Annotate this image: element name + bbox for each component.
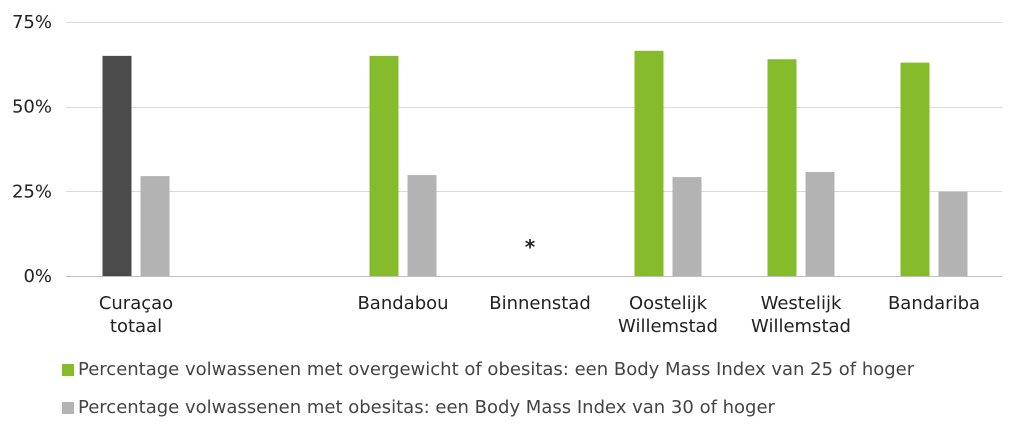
annotations: * [525,235,536,259]
legend-swatch-series-1 [62,363,74,376]
bar-series-2 [672,177,702,276]
annotation-asterisk: * [525,235,536,259]
legend-item-series-2: Percentage volwassenen met obesitas: een… [62,397,775,418]
bar-series-1 [634,50,664,276]
bar-series-2 [805,172,835,276]
bar-series-2 [407,175,437,276]
y-tick-label: 25% [12,181,52,202]
category-label: Bandariba [888,293,980,314]
legend-item-series-1: Percentage volwassenen met overgewicht o… [62,359,914,380]
bar-series-1 [767,59,797,277]
category-label: Westelijk Willemstad [751,293,851,337]
gridlines [66,22,1002,277]
bar-series-1 [102,55,132,276]
y-tick-label: 75% [12,12,52,33]
bar-series-2 [140,176,170,276]
bar-series-1 [900,62,930,276]
bar-series-2 [938,191,968,276]
legend-label-series-1: Percentage volwassenen met overgewicht o… [78,359,915,380]
bar-chart: 0% 25% 50% 75% Curaçao totaal Bandabou Binnens… [12,12,1002,337]
bars [102,50,968,277]
y-tick-label: 50% [12,97,52,118]
legend-label-series-2: Percentage volwassenen met obesitas: een… [78,397,775,418]
y-axis-ticks: 0% 25% 50% 75% [12,12,52,287]
category-label: Curaçao totaal [99,293,173,337]
legend-swatch-series-2 [62,401,74,414]
category-label: Binnenstad [489,293,591,314]
category-label: Oostelijk Willemstad [618,293,718,337]
category-label: Bandabou [357,293,448,314]
x-axis-categories: Curaçao totaal Bandabou Binnenstad Oostelijk… [99,293,980,337]
y-tick-label: 0% [23,266,52,287]
bar-series-1 [369,55,399,276]
